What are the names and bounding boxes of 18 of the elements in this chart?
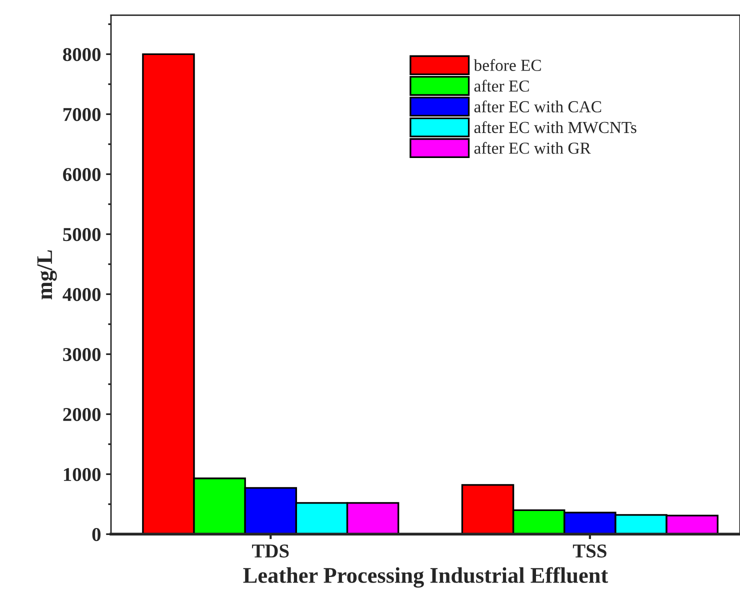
y-tick-label: 6000 — [63, 168, 101, 182]
y-tick-label: 0 — [92, 528, 101, 542]
x-tick-label: TDS — [252, 544, 289, 558]
y-tick-label: 4000 — [62, 288, 101, 302]
legend-label: after EC — [474, 80, 529, 92]
legend-label: after EC with CAC — [474, 100, 602, 112]
y-tick-label: 5000 — [63, 228, 101, 242]
legend-label: before EC — [474, 59, 541, 71]
x-tick-label: TSS — [572, 544, 606, 558]
y-axis-title: mg/L — [37, 250, 57, 300]
y-tick-label: 8000 — [63, 48, 101, 62]
y-tick-label: 1000 — [64, 468, 101, 482]
legend-label: after EC with GR — [474, 142, 591, 154]
legend-label: after EC with MWCNTs — [474, 121, 636, 134]
x-axis-title: Leather Processing Industrial Effluent — [243, 567, 608, 588]
y-tick-label: 2000 — [63, 408, 101, 422]
y-tick-label: 7000 — [64, 108, 101, 122]
y-tick-label: 3000 — [63, 348, 101, 362]
